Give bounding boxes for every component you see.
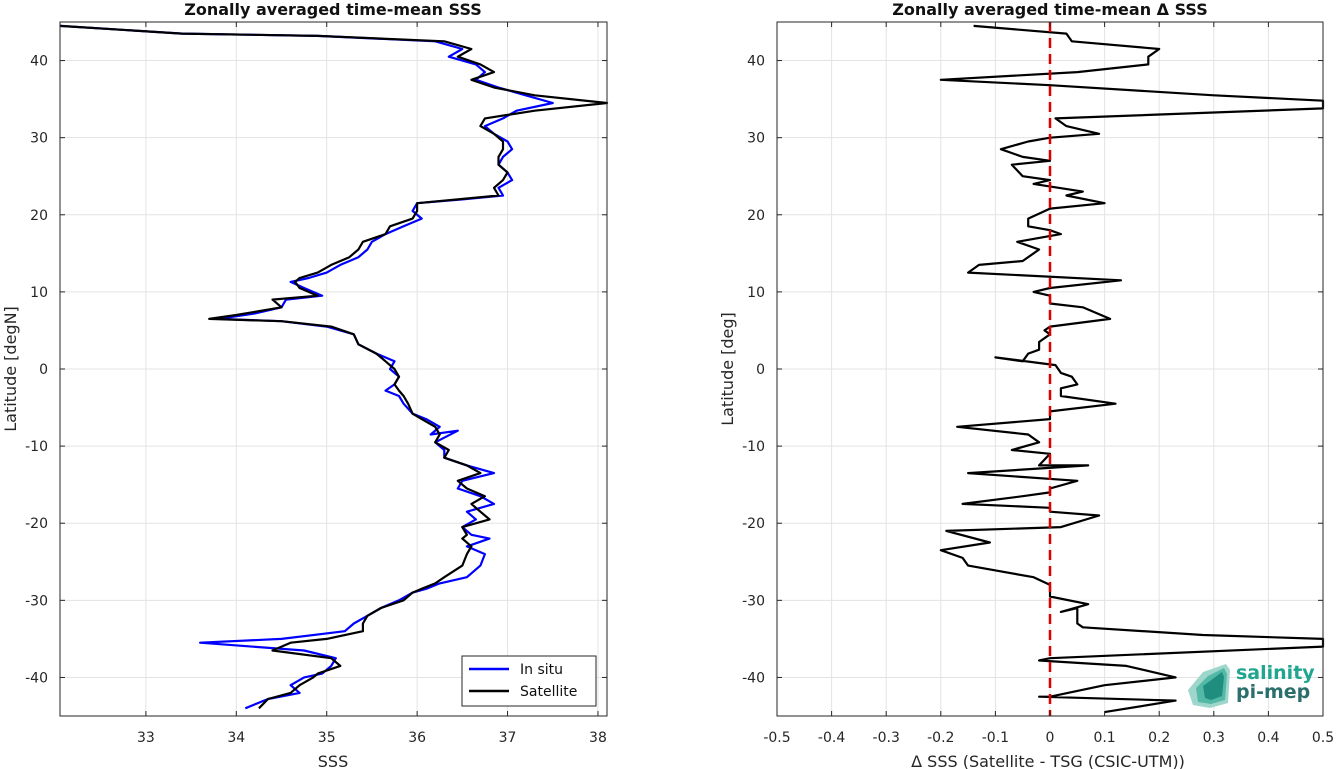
right-x-tick-label: -0.4	[818, 730, 845, 746]
left-x-tick-label: 33	[137, 730, 155, 746]
legend-in-situ-label: In situ	[520, 662, 563, 678]
right-y-tick-label: 20	[747, 208, 765, 224]
right-x-tick-label: 0.1	[1093, 730, 1115, 746]
left-y-tick-label: 20	[30, 208, 48, 224]
left-grid	[60, 22, 607, 716]
left-y-tick-label: -30	[25, 593, 48, 609]
right-series-line-delta-sss	[939, 24, 1325, 714]
left-x-axis-label: SSS	[318, 752, 348, 769]
left-y-tick-label: -10	[25, 439, 48, 455]
left-y-tick-label: 30	[30, 131, 48, 147]
right-x-tick-label: 0.3	[1203, 730, 1225, 746]
left-x-tick-label: 36	[408, 730, 426, 746]
right-series	[939, 22, 1325, 716]
left-x-tick-label: 35	[318, 730, 336, 746]
legend-satellite-label: Satellite	[520, 684, 577, 700]
right-y-tick-label: -20	[742, 516, 765, 532]
right-y-tick-label: -30	[742, 593, 765, 609]
left-y-tick-label: 10	[30, 285, 48, 301]
left-y-tick-label: 40	[30, 54, 48, 70]
right-x-tick-label: -0.5	[763, 730, 790, 746]
right-title: Zonally averaged time-mean Δ SSS	[892, 0, 1208, 19]
right-ticks: -0.5 -0.4 -0.3 -0.2 -0.1 0 0.1 0.2 0.3 0.4 0.5 -40 -…	[742, 22, 1334, 746]
right-x-tick-label: 0.2	[1148, 730, 1170, 746]
left-y-axis-label: Latitude [degN]	[1, 306, 20, 432]
logo-text-salinity: salinity	[1236, 662, 1315, 684]
left-x-tick-label: 34	[227, 730, 245, 746]
right-x-tick-label: -0.1	[982, 730, 1009, 746]
left-series-line-satellite	[59, 24, 609, 710]
left-x-tick-label: 37	[499, 730, 517, 746]
left-title: Zonally averaged time-mean SSS	[184, 0, 482, 19]
right-y-tick-label: -40	[742, 670, 765, 686]
left-y-tick-label: 0	[39, 362, 48, 378]
right-x-tick-label: 0	[1046, 730, 1055, 746]
left-y-tick-label: -20	[25, 516, 48, 532]
right-y-tick-label: 40	[747, 54, 765, 70]
legend-box	[461, 655, 597, 707]
logo-text-pi-mep: pi-mep	[1236, 681, 1310, 703]
right-x-tick-label: 0.5	[1312, 730, 1334, 746]
left-y-tick-label: -40	[25, 670, 48, 686]
right-y-tick-label: -10	[742, 439, 765, 455]
left-ticks: 33 34 35 36 37 38 -40 -30 -20 -10 0 10 20 30 40	[25, 22, 607, 746]
left-panel: 33 34 35 36 37 38 -40 -30 -20 -10 0 10 20 30 40 Zonall…	[1, 0, 609, 769]
legend: In situ Satellite	[461, 655, 597, 707]
right-x-tick-label: 0.4	[1257, 730, 1279, 746]
right-x-tick-label: -0.2	[927, 730, 954, 746]
right-y-tick-label: 10	[747, 285, 765, 301]
right-x-axis-label: Δ SSS (Satellite - TSG (CSIC-UTM))	[911, 752, 1185, 769]
right-x-tick-label: -0.3	[873, 730, 900, 746]
right-panel: -0.5 -0.4 -0.3 -0.2 -0.1 0 0.1 0.2 0.3 0.4 0.5 -40 -…	[718, 0, 1334, 769]
right-y-tick-label: 0	[756, 362, 765, 378]
right-y-tick-label: 30	[747, 131, 765, 147]
left-series	[59, 24, 609, 710]
salinity-pi-mep-logo: salinity pi-mep	[1188, 662, 1315, 708]
left-x-tick-label: 38	[589, 730, 607, 746]
right-y-axis-label: Latitude [deg]	[718, 312, 737, 426]
logo-mark-icon	[1188, 664, 1230, 708]
